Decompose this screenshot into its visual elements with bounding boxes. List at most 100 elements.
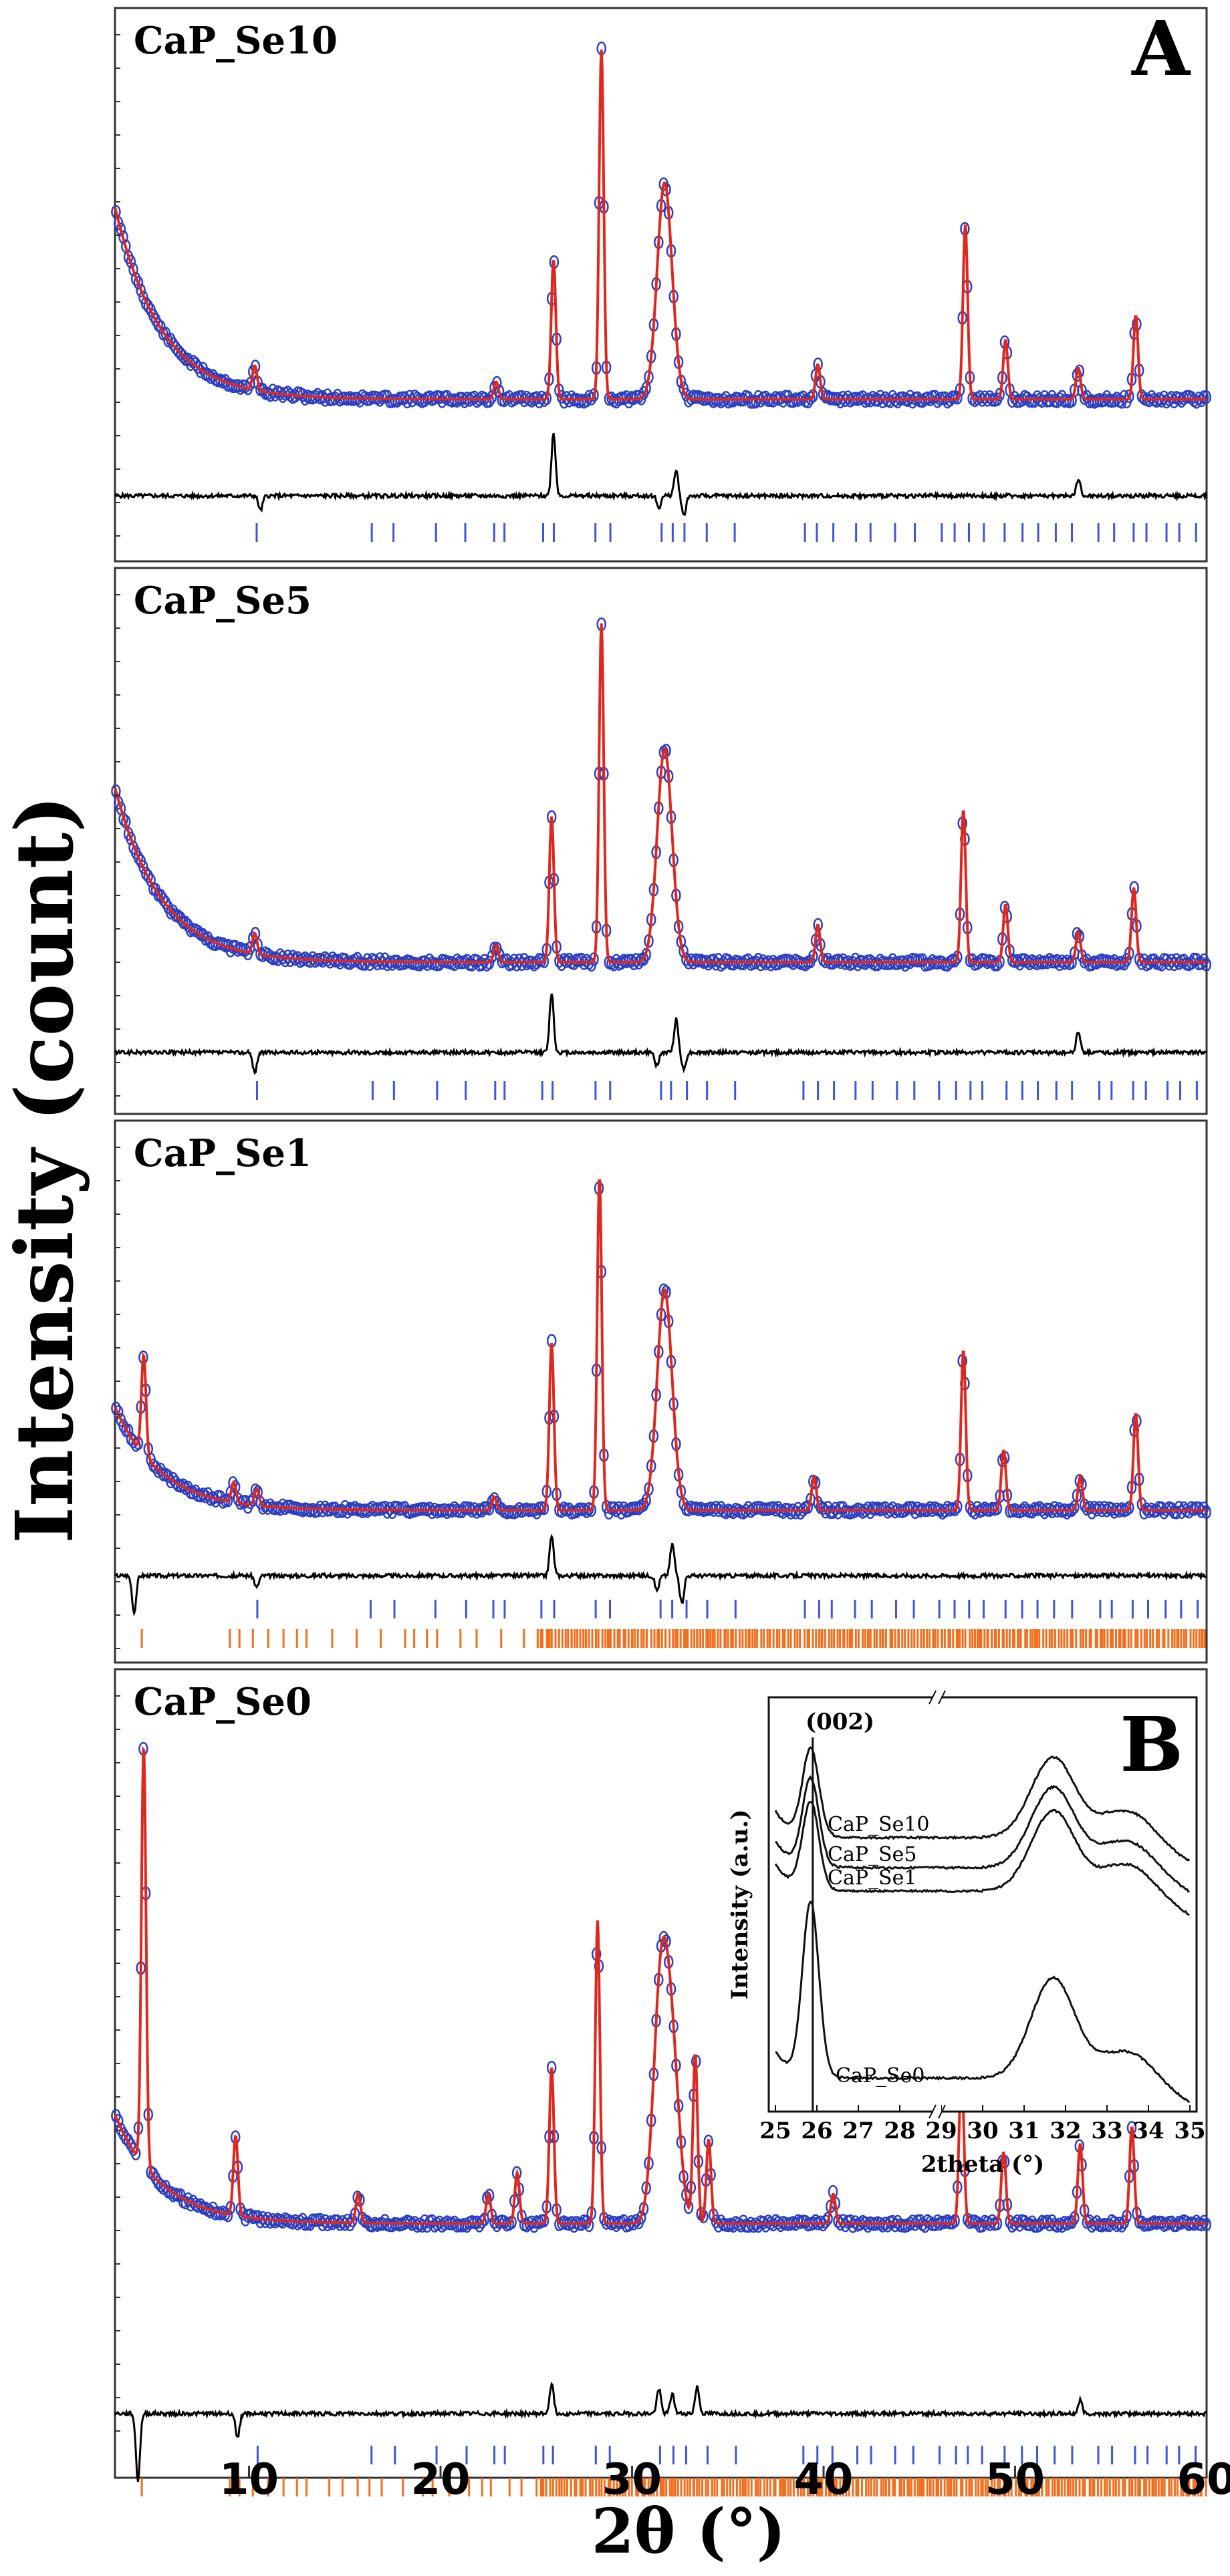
- observed-point: [1201, 1505, 1211, 1520]
- observed-point: [820, 2214, 831, 2229]
- observed-point: [947, 390, 958, 404]
- observed-point: [636, 2210, 646, 2225]
- observed-point: [992, 1501, 1003, 1516]
- observed-point: [658, 1930, 669, 1945]
- panel-title: CaP_Se10: [134, 19, 338, 63]
- observed-point: [1199, 390, 1209, 404]
- observed-point: [489, 1491, 499, 1506]
- calculated-line: [114, 1745, 1207, 2225]
- inset-series-label: CaP_Se10: [828, 1813, 930, 1836]
- y-minor-ticks: [115, 594, 120, 1097]
- observed-point: [1124, 1500, 1134, 1515]
- inset-x-label: 2theta (°): [921, 2151, 1044, 2178]
- observed-point: [150, 1460, 161, 1474]
- observed-point: [900, 958, 910, 972]
- inset-x-tick-label: 31: [1008, 2118, 1039, 2144]
- observed-point: [143, 869, 154, 883]
- inset-annotation: (002): [806, 1709, 874, 1735]
- inset-x-tick-label: 32: [1050, 2118, 1081, 2144]
- observed-point: [166, 333, 176, 347]
- panel-CaP_Se0: CaP_Se0: [111, 1668, 1211, 2496]
- calculated-line: [114, 623, 1207, 964]
- inset-chart: B Intensity (a.u.) 2theta (°) 25 26 27 28 29 30 3…: [727, 1688, 1206, 2178]
- panel-title: CaP_Se5: [134, 579, 312, 623]
- observed-point: [156, 889, 166, 903]
- observed-point: [584, 2218, 594, 2233]
- observed-point: [123, 1423, 134, 1437]
- inset-series-line: [774, 1746, 1191, 1862]
- observed-point: [126, 831, 136, 846]
- x-tick-label: 40: [793, 2455, 853, 2505]
- x-axis: 10 20 30 40 50 60: [219, 2455, 1230, 2505]
- observed-points: [111, 617, 1211, 972]
- panel-frame: [114, 7, 1208, 563]
- y-minor-ticks: [115, 1147, 120, 1649]
- axis-break-mask: [933, 1688, 941, 1707]
- panel-CaP_Se1: CaP_Se1: [111, 1119, 1211, 1664]
- x-tick-label: 30: [602, 2455, 662, 2505]
- inset-letter: B: [1120, 1701, 1183, 1789]
- observed-point: [683, 2200, 694, 2214]
- observed-point: [136, 283, 146, 297]
- panel-letter: A: [1131, 5, 1191, 93]
- observed-point: [1119, 956, 1130, 971]
- y-axis-title: Intensity (count): [0, 795, 91, 1544]
- inset-x-tick-label: 30: [967, 2118, 998, 2144]
- inset-frame: [767, 1696, 1198, 2113]
- observed-point: [130, 272, 141, 286]
- observed-point: [989, 958, 1000, 972]
- observed-point: [484, 394, 495, 408]
- observed-point: [113, 1405, 124, 1419]
- observed-point: [158, 892, 168, 907]
- observed-point: [133, 851, 144, 865]
- inset-y-label: Intensity (a.u.): [727, 1810, 753, 2000]
- observed-point: [638, 952, 649, 966]
- reflection-ticks-phase1: [255, 523, 1197, 542]
- inset-series-label: CaP_Se5: [828, 1843, 916, 1866]
- observed-point: [126, 2138, 136, 2152]
- difference-line: [114, 1534, 1207, 1617]
- observed-point: [168, 337, 178, 351]
- panel-frame: [114, 1119, 1208, 1664]
- observed-points: [111, 41, 1211, 409]
- observed-point: [950, 954, 960, 968]
- observed-point: [1201, 390, 1211, 404]
- observed-point: [995, 388, 1005, 402]
- y-minor-ticks: [115, 1695, 120, 2432]
- inset-series-line: [775, 1900, 1191, 2104]
- difference-line: [114, 2382, 1207, 2482]
- axis-break-mask: [933, 2102, 941, 2121]
- observed-point: [130, 2146, 141, 2161]
- panel-title: CaP_Se1: [134, 1131, 312, 1175]
- reflection-ticks-phase1: [255, 1081, 1198, 1100]
- calculated-line: [114, 1179, 1207, 1512]
- observed-point: [143, 299, 154, 313]
- observed-point: [539, 2213, 549, 2228]
- y-axis-label: Intensity (count): [0, 795, 91, 1544]
- observed-point: [529, 2219, 539, 2233]
- difference-line: [114, 993, 1207, 1075]
- observed-point: [745, 395, 756, 409]
- difference-line: [114, 432, 1208, 517]
- observed-point: [1124, 389, 1134, 404]
- observed-point: [1057, 390, 1067, 404]
- reflection-ticks-phase2: [140, 2478, 1207, 2496]
- axis-break-mark: [938, 1690, 946, 1705]
- reflection-ticks-phase1: [256, 1600, 1199, 1618]
- inset-series-line: [774, 1801, 1190, 1916]
- inset-series-label: CaP_Se1: [828, 1866, 916, 1890]
- observed-point: [123, 2134, 134, 2148]
- inset-x-tick-label: 34: [1132, 2118, 1164, 2144]
- observed-point: [118, 1419, 128, 1433]
- observed-point: [1199, 2214, 1209, 2229]
- observed-point: [148, 2167, 158, 2181]
- inset-x-tick-label: 29: [925, 2118, 957, 2144]
- inset-series-label: CaP_Se0: [836, 2064, 925, 2088]
- observed-point: [168, 904, 178, 919]
- observed-point: [374, 952, 385, 966]
- observed-point: [492, 376, 502, 390]
- panel-frame: [114, 567, 1208, 1115]
- observed-point: [823, 2211, 833, 2226]
- observed-point: [953, 390, 963, 405]
- calculated-line: [114, 49, 1207, 401]
